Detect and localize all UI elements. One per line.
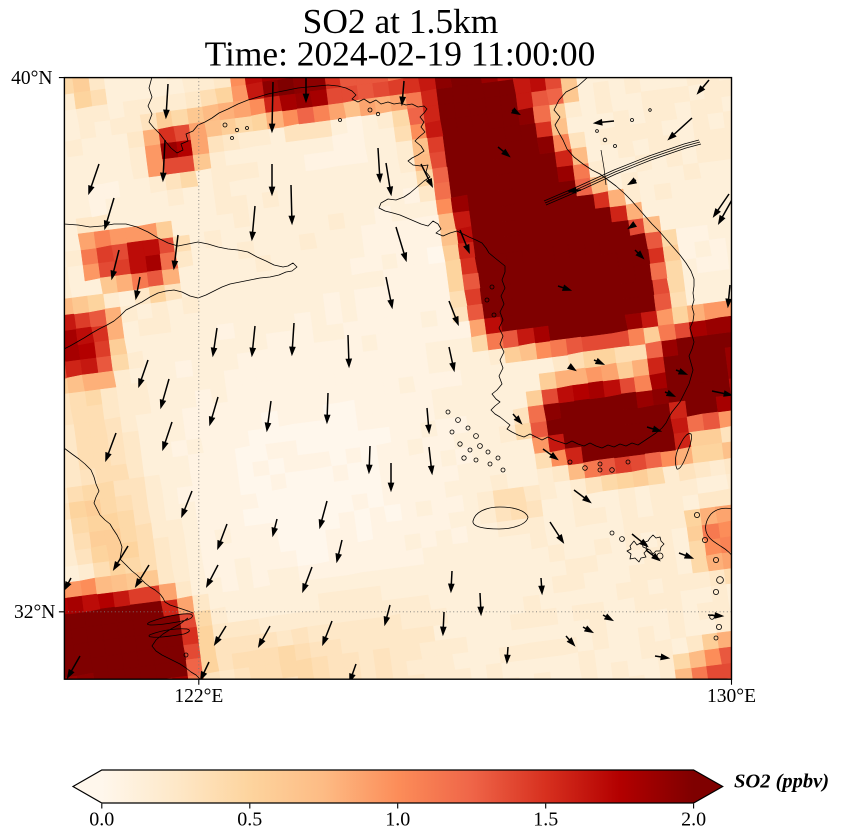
svg-text:SO2 at 1.5km: SO2 at 1.5km bbox=[303, 1, 499, 41]
svg-text:40°N: 40°N bbox=[11, 68, 52, 89]
svg-text:SO2 (ppbv): SO2 (ppbv) bbox=[734, 771, 829, 793]
svg-text:2.0: 2.0 bbox=[681, 808, 706, 830]
svg-text:1.5: 1.5 bbox=[533, 808, 558, 830]
svg-text:1.0: 1.0 bbox=[385, 808, 410, 830]
svg-text:0.0: 0.0 bbox=[89, 808, 114, 830]
svg-text:130°E: 130°E bbox=[707, 686, 756, 707]
svg-text:0.5: 0.5 bbox=[237, 808, 262, 830]
svg-text:32°N: 32°N bbox=[14, 602, 55, 623]
svg-text:122°E: 122°E bbox=[174, 686, 223, 707]
svg-text:Time: 2024-02-19 11:00:00: Time: 2024-02-19 11:00:00 bbox=[205, 33, 596, 73]
